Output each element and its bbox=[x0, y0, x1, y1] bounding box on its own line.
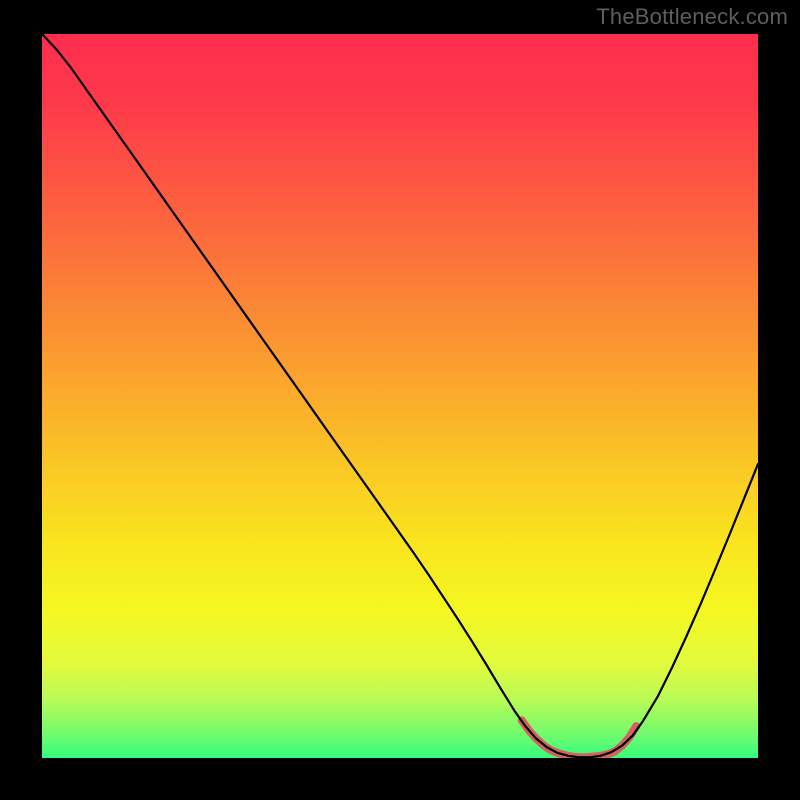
gradient-background bbox=[42, 34, 758, 758]
watermark-text: TheBottleneck.com bbox=[596, 4, 788, 30]
bottleneck-chart bbox=[42, 34, 758, 758]
chart-frame: TheBottleneck.com bbox=[0, 0, 800, 800]
